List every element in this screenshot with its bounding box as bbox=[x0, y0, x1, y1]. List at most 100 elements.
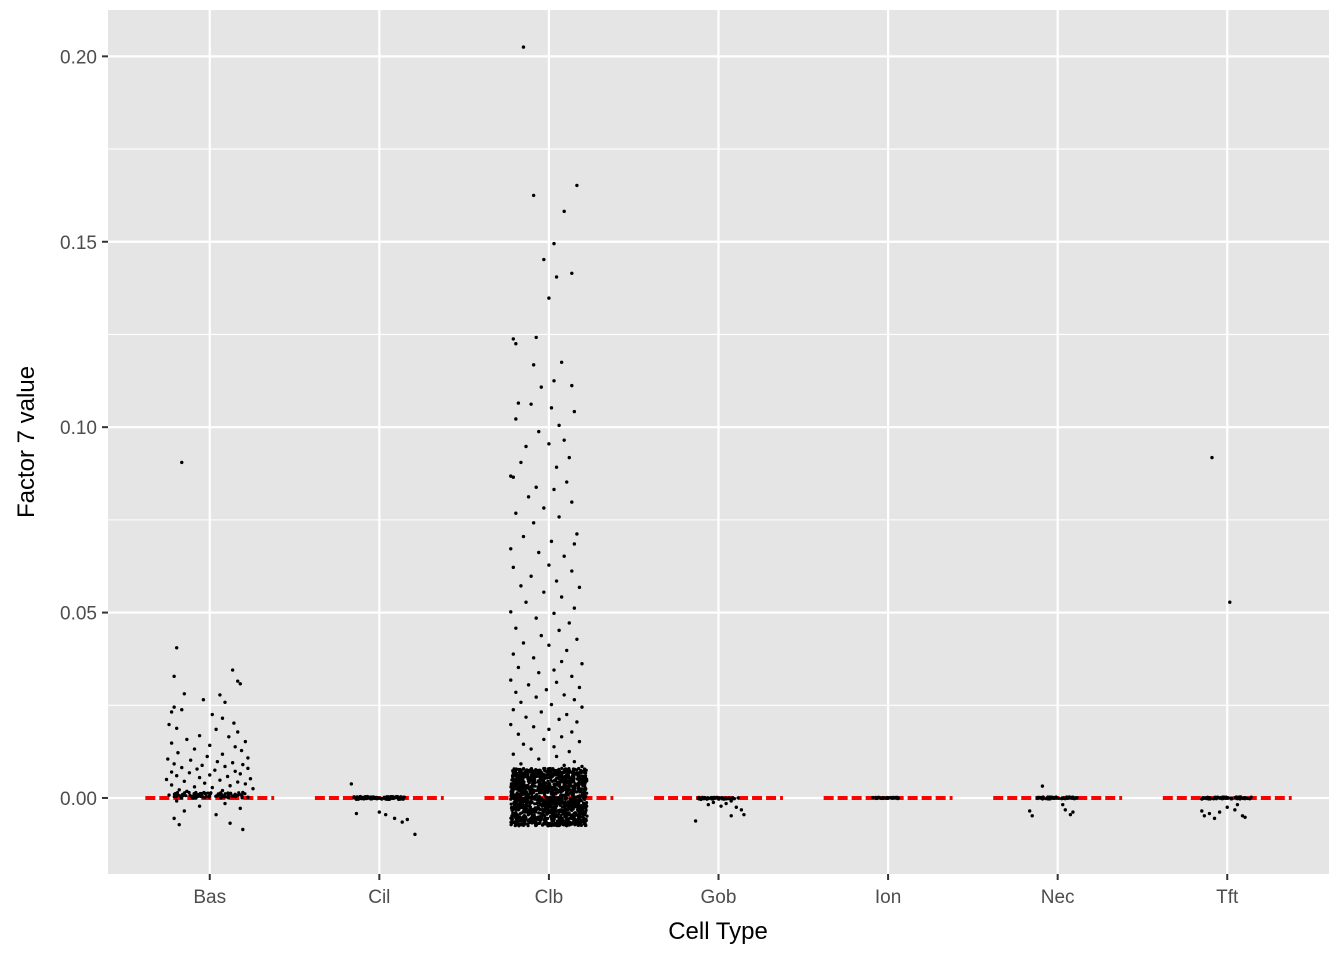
data-point bbox=[568, 813, 572, 817]
data-point bbox=[560, 789, 565, 793]
data-point bbox=[1236, 795, 1241, 800]
data-point bbox=[197, 733, 202, 738]
data-point bbox=[227, 735, 231, 739]
data-point bbox=[537, 550, 541, 555]
data-point bbox=[529, 747, 533, 751]
data-point bbox=[204, 791, 208, 795]
data-point bbox=[537, 800, 541, 804]
data-point bbox=[572, 409, 577, 414]
data-point bbox=[559, 819, 564, 823]
data-point bbox=[223, 801, 227, 806]
data-point bbox=[1051, 795, 1055, 800]
data-point bbox=[565, 648, 569, 653]
data-point bbox=[413, 832, 417, 837]
data-point bbox=[553, 778, 558, 782]
data-point bbox=[391, 795, 395, 799]
data-point bbox=[226, 796, 231, 800]
data-point bbox=[509, 678, 513, 682]
data-point bbox=[522, 819, 527, 823]
y-tick-label: 0.10 bbox=[60, 418, 97, 439]
data-point bbox=[519, 822, 523, 826]
data-point bbox=[581, 805, 586, 809]
data-point bbox=[220, 752, 225, 756]
data-point bbox=[1212, 816, 1217, 821]
data-point bbox=[543, 814, 547, 818]
data-point bbox=[187, 771, 192, 775]
data-point bbox=[547, 643, 551, 647]
data-point bbox=[516, 401, 521, 405]
data-point bbox=[238, 806, 242, 811]
data-point bbox=[552, 487, 556, 492]
data-point bbox=[172, 795, 176, 799]
data-point bbox=[521, 783, 525, 787]
data-point bbox=[1057, 796, 1061, 800]
data-point bbox=[564, 767, 568, 771]
data-point bbox=[238, 793, 243, 797]
data-point bbox=[547, 727, 551, 732]
data-point bbox=[236, 730, 240, 734]
data-point bbox=[534, 806, 538, 810]
data-point bbox=[511, 752, 516, 756]
data-point bbox=[205, 754, 209, 759]
data-point bbox=[559, 794, 563, 798]
data-point bbox=[571, 786, 576, 790]
data-point bbox=[531, 725, 536, 729]
data-point bbox=[553, 798, 557, 802]
data-point bbox=[514, 342, 518, 346]
data-point bbox=[537, 670, 541, 675]
data-point bbox=[575, 637, 579, 641]
x-tick-label: Ion bbox=[875, 887, 901, 908]
data-point bbox=[541, 774, 546, 778]
data-point bbox=[516, 774, 521, 779]
data-point bbox=[197, 804, 202, 808]
data-point bbox=[576, 777, 580, 781]
data-point bbox=[1243, 797, 1247, 801]
data-point bbox=[579, 787, 583, 791]
data-point bbox=[527, 804, 532, 808]
data-point bbox=[182, 809, 187, 813]
data-point bbox=[228, 791, 232, 796]
data-point bbox=[514, 797, 519, 801]
data-point bbox=[583, 823, 587, 828]
data-point bbox=[575, 532, 579, 536]
data-point bbox=[524, 715, 528, 719]
data-point bbox=[565, 812, 570, 816]
data-point bbox=[535, 793, 539, 797]
data-point bbox=[881, 795, 885, 800]
data-point bbox=[230, 794, 235, 798]
data-point bbox=[572, 769, 576, 773]
data-point bbox=[519, 786, 524, 791]
data-point bbox=[210, 785, 214, 790]
data-point bbox=[509, 547, 513, 551]
data-point bbox=[1061, 802, 1065, 807]
data-point bbox=[530, 791, 534, 796]
data-point bbox=[514, 417, 518, 421]
data-point bbox=[509, 820, 513, 824]
data-point bbox=[567, 621, 571, 625]
data-point bbox=[547, 782, 552, 786]
data-point bbox=[569, 776, 573, 780]
x-tick-label: Bas bbox=[193, 887, 226, 908]
data-point bbox=[579, 823, 583, 827]
data-point bbox=[238, 682, 242, 686]
data-point bbox=[547, 802, 552, 807]
data-point bbox=[582, 819, 586, 824]
data-point bbox=[230, 668, 235, 672]
data-point bbox=[521, 534, 526, 539]
data-point bbox=[516, 781, 520, 785]
data-point bbox=[1240, 814, 1245, 818]
data-point bbox=[567, 767, 571, 771]
data-point bbox=[511, 652, 516, 656]
data-point bbox=[207, 795, 211, 799]
data-point bbox=[200, 763, 204, 768]
data-point bbox=[511, 785, 515, 789]
data-point bbox=[223, 792, 227, 796]
data-point bbox=[216, 793, 220, 798]
data-point bbox=[521, 742, 526, 746]
data-point bbox=[509, 797, 513, 801]
data-point bbox=[203, 796, 207, 800]
data-point bbox=[562, 209, 566, 214]
data-point bbox=[225, 774, 230, 779]
data-point bbox=[559, 801, 564, 805]
data-point bbox=[582, 767, 587, 771]
